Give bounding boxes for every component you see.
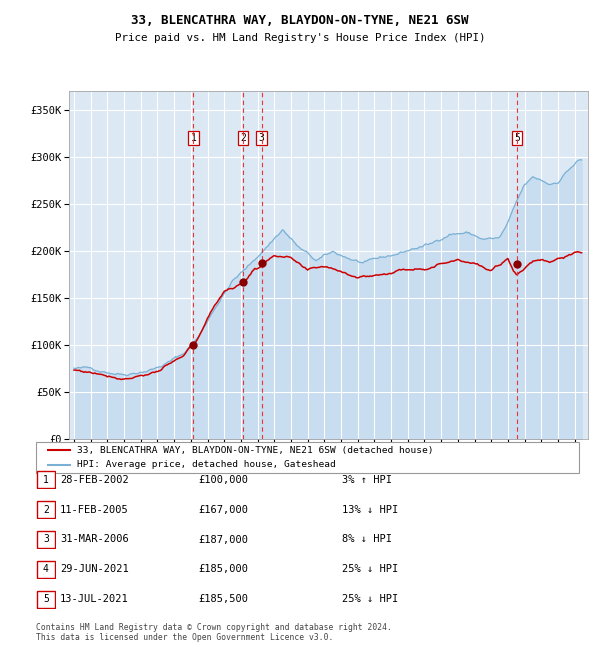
Text: Price paid vs. HM Land Registry's House Price Index (HPI): Price paid vs. HM Land Registry's House … [115, 32, 485, 43]
Text: £185,500: £185,500 [198, 594, 248, 604]
Text: 5: 5 [43, 594, 49, 604]
Text: 13% ↓ HPI: 13% ↓ HPI [342, 504, 398, 515]
Text: 25% ↓ HPI: 25% ↓ HPI [342, 564, 398, 575]
Text: £167,000: £167,000 [198, 504, 248, 515]
Text: 25% ↓ HPI: 25% ↓ HPI [342, 594, 398, 604]
Text: Contains HM Land Registry data © Crown copyright and database right 2024.
This d: Contains HM Land Registry data © Crown c… [36, 623, 392, 642]
Text: 33, BLENCATHRA WAY, BLAYDON-ON-TYNE, NE21 6SW (detached house): 33, BLENCATHRA WAY, BLAYDON-ON-TYNE, NE2… [77, 446, 433, 455]
Text: 13-JUL-2021: 13-JUL-2021 [60, 594, 129, 604]
Text: 3: 3 [43, 534, 49, 545]
Text: 4: 4 [43, 564, 49, 575]
Text: £187,000: £187,000 [198, 534, 248, 545]
Text: £185,000: £185,000 [198, 564, 248, 575]
Text: 3: 3 [259, 133, 265, 143]
Text: 3% ↑ HPI: 3% ↑ HPI [342, 474, 392, 485]
Text: 28-FEB-2002: 28-FEB-2002 [60, 474, 129, 485]
Text: 2: 2 [240, 133, 246, 143]
Text: 1: 1 [43, 474, 49, 485]
Text: 1: 1 [190, 133, 196, 143]
Text: HPI: Average price, detached house, Gateshead: HPI: Average price, detached house, Gate… [77, 460, 335, 469]
Text: 33, BLENCATHRA WAY, BLAYDON-ON-TYNE, NE21 6SW: 33, BLENCATHRA WAY, BLAYDON-ON-TYNE, NE2… [131, 14, 469, 27]
Text: 31-MAR-2006: 31-MAR-2006 [60, 534, 129, 545]
Text: 2: 2 [43, 504, 49, 515]
Text: 11-FEB-2005: 11-FEB-2005 [60, 504, 129, 515]
Text: 29-JUN-2021: 29-JUN-2021 [60, 564, 129, 575]
Text: £100,000: £100,000 [198, 474, 248, 485]
Text: 8% ↓ HPI: 8% ↓ HPI [342, 534, 392, 545]
Text: 5: 5 [514, 133, 520, 143]
